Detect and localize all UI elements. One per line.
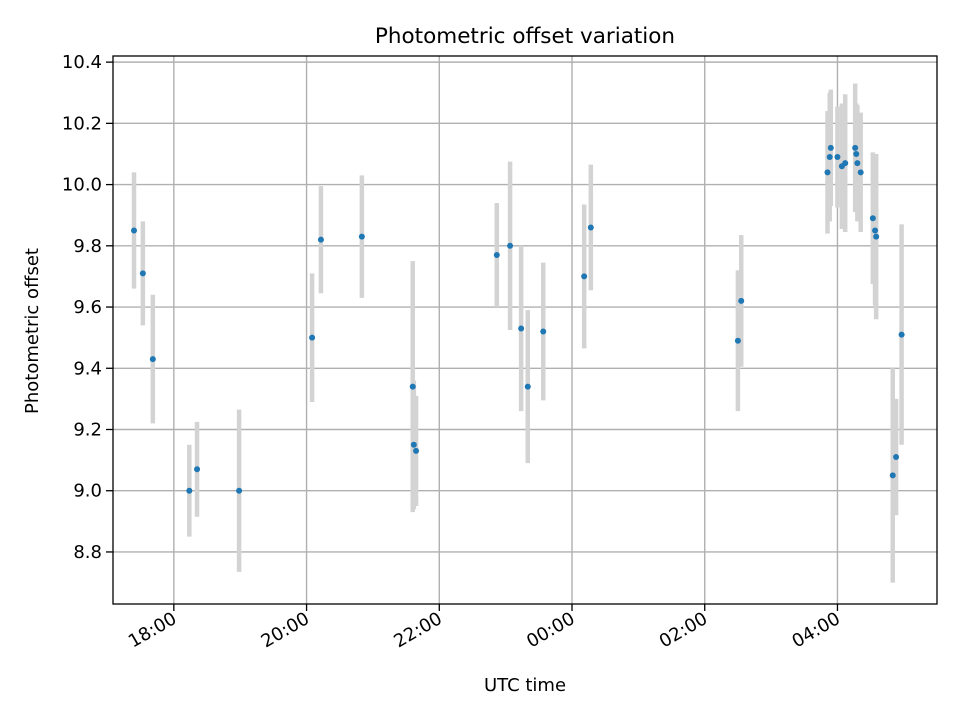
data-point (853, 150, 860, 157)
y-tick-label: 9.8 (73, 236, 102, 257)
data-point (410, 441, 417, 448)
data-point (889, 472, 896, 479)
data-point (131, 227, 138, 234)
data-point (524, 383, 531, 390)
data-point (893, 454, 900, 461)
data-point (869, 215, 876, 222)
data-point (898, 331, 905, 338)
data-point (194, 466, 201, 473)
data-point (873, 233, 880, 240)
data-point (236, 487, 243, 494)
plot-frame (112, 55, 938, 605)
data-point (852, 144, 859, 151)
data-point (738, 297, 745, 304)
data-point (149, 356, 156, 363)
data-point (186, 487, 193, 494)
y-tick-label: 8.8 (73, 542, 102, 563)
y-tick-label: 10.2 (62, 113, 102, 134)
y-tick-label: 9.6 (73, 297, 102, 318)
data-point (857, 169, 864, 176)
data-point (317, 236, 324, 243)
data-point (872, 227, 879, 234)
data-point (827, 144, 834, 151)
y-axis-label: Photometric offset (22, 248, 43, 414)
y-axis-ticks: 8.8 9.0 9.2 9.4 9.6 9.8 10.0 10.2 10.4 (62, 52, 113, 563)
data-point (842, 160, 849, 167)
data-point (540, 328, 547, 335)
data-point (834, 154, 841, 161)
chart-title: Photometric offset variation (375, 24, 675, 49)
data-point (587, 224, 594, 231)
data-point (493, 251, 500, 258)
data-point (826, 154, 833, 161)
y-tick-label: 10.4 (62, 52, 102, 73)
data-point (507, 242, 514, 249)
data-point (413, 447, 420, 454)
data-point (824, 169, 831, 176)
data-point (854, 160, 861, 167)
y-tick-label: 9.4 (73, 358, 102, 379)
data-points (131, 144, 905, 494)
data-point (734, 337, 741, 344)
x-axis-label: UTC time (484, 675, 566, 696)
data-point (581, 273, 588, 280)
y-tick-label: 10.0 (62, 175, 102, 196)
y-tick-label: 9.0 (73, 481, 102, 502)
data-point (309, 334, 316, 341)
y-tick-label: 9.2 (73, 419, 102, 440)
data-point (358, 233, 365, 240)
data-point (409, 383, 416, 390)
data-point (139, 270, 146, 277)
data-point (518, 325, 525, 332)
